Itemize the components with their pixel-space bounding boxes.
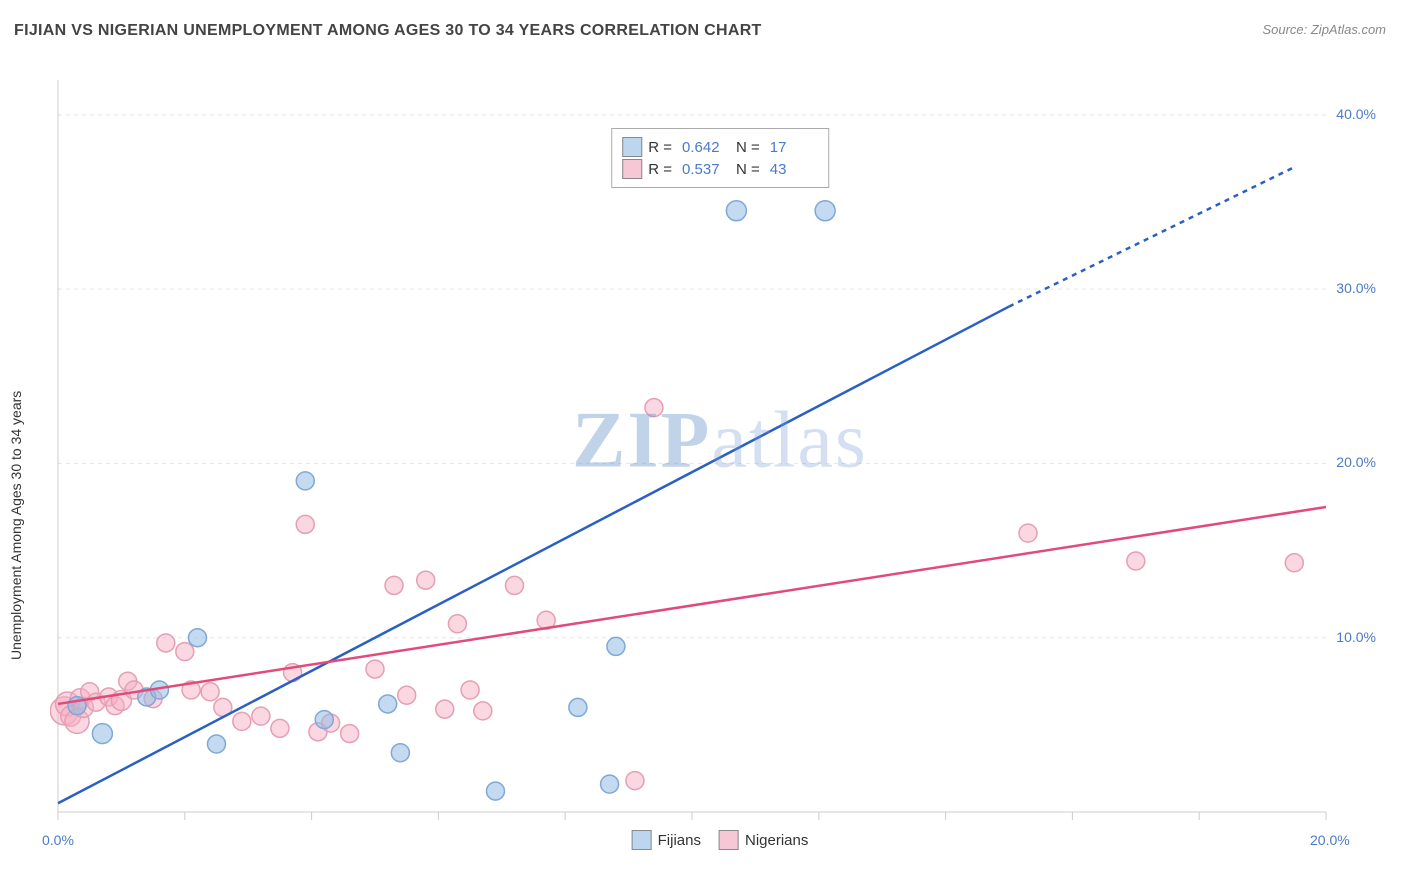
legend-bottom: Fijians Nigerians bbox=[632, 830, 809, 850]
n-label: N = bbox=[736, 139, 760, 156]
swatch-nigerians bbox=[622, 159, 642, 179]
swatch-fijians bbox=[622, 137, 642, 157]
x-tick-label: 20.0% bbox=[1310, 832, 1350, 848]
x-tick-label: 0.0% bbox=[42, 832, 74, 848]
stats-row-fijians: R = 0.642 N = 17 bbox=[622, 137, 818, 157]
swatch-fijians bbox=[632, 830, 652, 850]
n-value-nigerians: 43 bbox=[770, 161, 818, 178]
plot-area: ZIPatlas R = 0.642 N = 17 R = 0.537 N = … bbox=[50, 62, 1390, 852]
legend-item-fijians: Fijians bbox=[632, 830, 701, 850]
r-label: R = bbox=[648, 139, 672, 156]
stats-legend-box: R = 0.642 N = 17 R = 0.537 N = 43 bbox=[611, 128, 829, 188]
n-value-fijians: 17 bbox=[770, 139, 818, 156]
source-attribution: Source: ZipAtlas.com bbox=[1262, 22, 1386, 37]
r-value-nigerians: 0.537 bbox=[682, 161, 730, 178]
y-tick-label: 10.0% bbox=[1336, 629, 1376, 645]
y-tick-label: 40.0% bbox=[1336, 106, 1376, 122]
r-value-fijians: 0.642 bbox=[682, 139, 730, 156]
r-label: R = bbox=[648, 161, 672, 178]
legend-label-nigerians: Nigerians bbox=[745, 832, 808, 849]
chart-title: FIJIAN VS NIGERIAN UNEMPLOYMENT AMONG AG… bbox=[14, 22, 762, 40]
y-axis-label: Unemployment Among Ages 30 to 34 years bbox=[8, 391, 24, 660]
swatch-nigerians bbox=[719, 830, 739, 850]
legend-label-fijians: Fijians bbox=[658, 832, 701, 849]
stats-row-nigerians: R = 0.537 N = 43 bbox=[622, 159, 818, 179]
y-tick-label: 20.0% bbox=[1336, 454, 1376, 470]
legend-item-nigerians: Nigerians bbox=[719, 830, 808, 850]
y-tick-label: 30.0% bbox=[1336, 280, 1376, 296]
n-label: N = bbox=[736, 161, 760, 178]
